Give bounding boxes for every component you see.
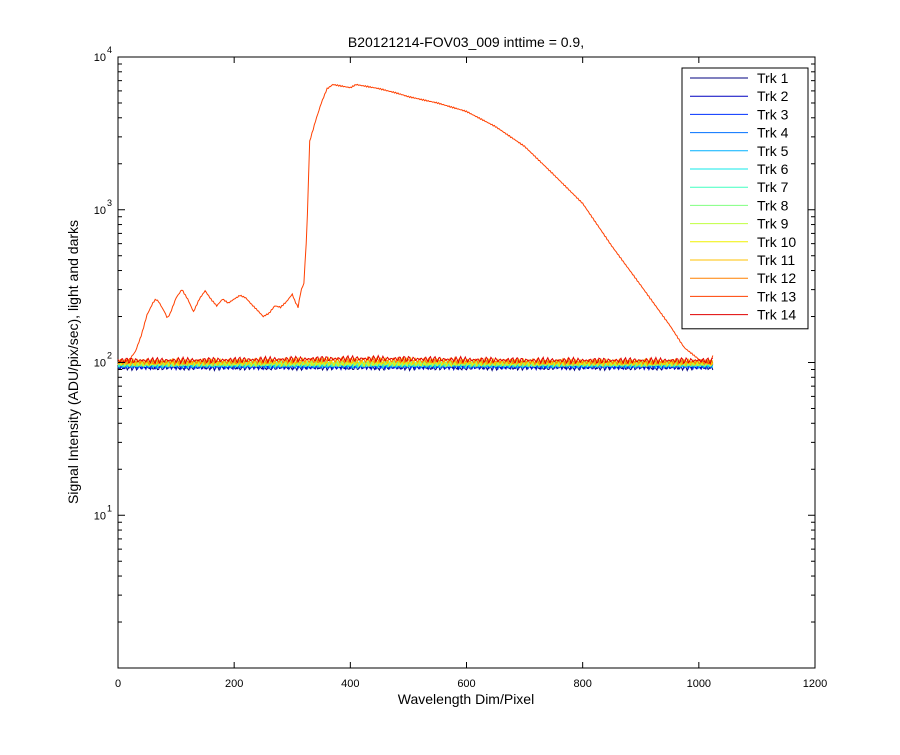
x-tick-label: 1000 <box>687 678 711 690</box>
series-line-trk-8 <box>117 359 714 369</box>
x-axis-label: Wavelength Dim/Pixel <box>398 691 534 707</box>
y-axis-label: Signal Intensity (ADU/pix/sec), light an… <box>65 220 81 504</box>
y-tick-exponent: 1 <box>107 503 112 513</box>
x-tick-label: 0 <box>115 678 121 690</box>
legend-label: Trk 1 <box>757 70 789 86</box>
y-tick-exponent: 2 <box>107 351 112 361</box>
legend-label: Trk 8 <box>757 197 789 213</box>
legend-label: Trk 13 <box>757 288 796 304</box>
x-tick-label: 200 <box>225 678 243 690</box>
series-line-trk-13 <box>117 83 714 366</box>
y-tick-exponent: 4 <box>107 45 112 55</box>
legend-label: Trk 3 <box>757 106 789 122</box>
legend-label: Trk 7 <box>757 179 789 195</box>
x-tick-label: 800 <box>573 678 591 690</box>
legend-label: Trk 6 <box>757 161 789 177</box>
series-line-trk-14 <box>117 354 714 365</box>
legend: Trk 1 Trk 2 Trk 3 Trk 4 Trk 5 Trk 6 Trk 7 Trk 8… <box>681 67 809 330</box>
y-tick-label: 10 <box>94 358 106 370</box>
y-tick-exponent: 3 <box>107 198 112 208</box>
legend-label: Trk 14 <box>757 307 796 323</box>
x-tick-label: 400 <box>341 678 359 690</box>
data-layer <box>117 83 714 372</box>
x-tick-label: 1200 <box>803 678 827 690</box>
legend-label: Trk 11 <box>757 252 795 268</box>
legend-label: Trk 9 <box>757 216 789 232</box>
legend-label: Trk 12 <box>757 270 796 286</box>
x-tick-label: 600 <box>457 678 475 690</box>
legend-label: Trk 5 <box>757 143 789 159</box>
y-tick-label: 10 <box>94 510 106 522</box>
legend-label: Trk 4 <box>757 125 789 141</box>
legend-box <box>681 67 809 330</box>
chart-title: B20121214-FOV03_009 inttime = 0.9, <box>348 34 584 50</box>
y-tick-label: 10 <box>94 205 106 217</box>
legend-label: Trk 2 <box>757 88 789 104</box>
legend-label: Trk 10 <box>757 234 796 250</box>
y-tick-label: 10 <box>94 52 106 64</box>
